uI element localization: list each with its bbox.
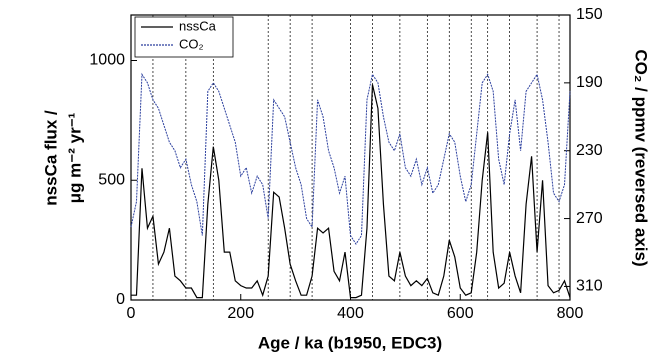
plot-frame <box>130 14 571 301</box>
x-tick-label: 0 <box>127 305 136 322</box>
y2-tick-label: 150 <box>576 6 603 23</box>
x-tick-label: 600 <box>447 305 474 322</box>
data-line <box>131 84 571 299</box>
x-tick-label: 200 <box>227 305 254 322</box>
y2-tick-label: 310 <box>576 278 603 295</box>
x-tick-label: 400 <box>337 305 364 322</box>
y-tick-label: 1000 <box>89 52 125 69</box>
y-tick-label: 0 <box>116 291 125 308</box>
legend-label: CO₂ <box>179 36 204 51</box>
y2-tick-label: 230 <box>576 142 603 159</box>
y-tick-label: 500 <box>98 171 125 188</box>
y-axis-label: μg m⁻² yr⁻¹ <box>65 112 84 203</box>
y2-tick-label: 190 <box>576 74 603 91</box>
y2-axis-label: CO₂ / ppmv (reversed axis) <box>632 49 651 266</box>
y-axis-label: nssCa flux / <box>41 110 60 206</box>
legend-label: nssCa <box>179 18 217 33</box>
x-axis-label: Age / ka (b1950, EDC3) <box>258 333 442 352</box>
y2-tick-label: 270 <box>576 210 603 227</box>
data-line <box>130 72 571 245</box>
x-tick-label: 800 <box>557 305 584 322</box>
legend-box <box>134 16 234 58</box>
